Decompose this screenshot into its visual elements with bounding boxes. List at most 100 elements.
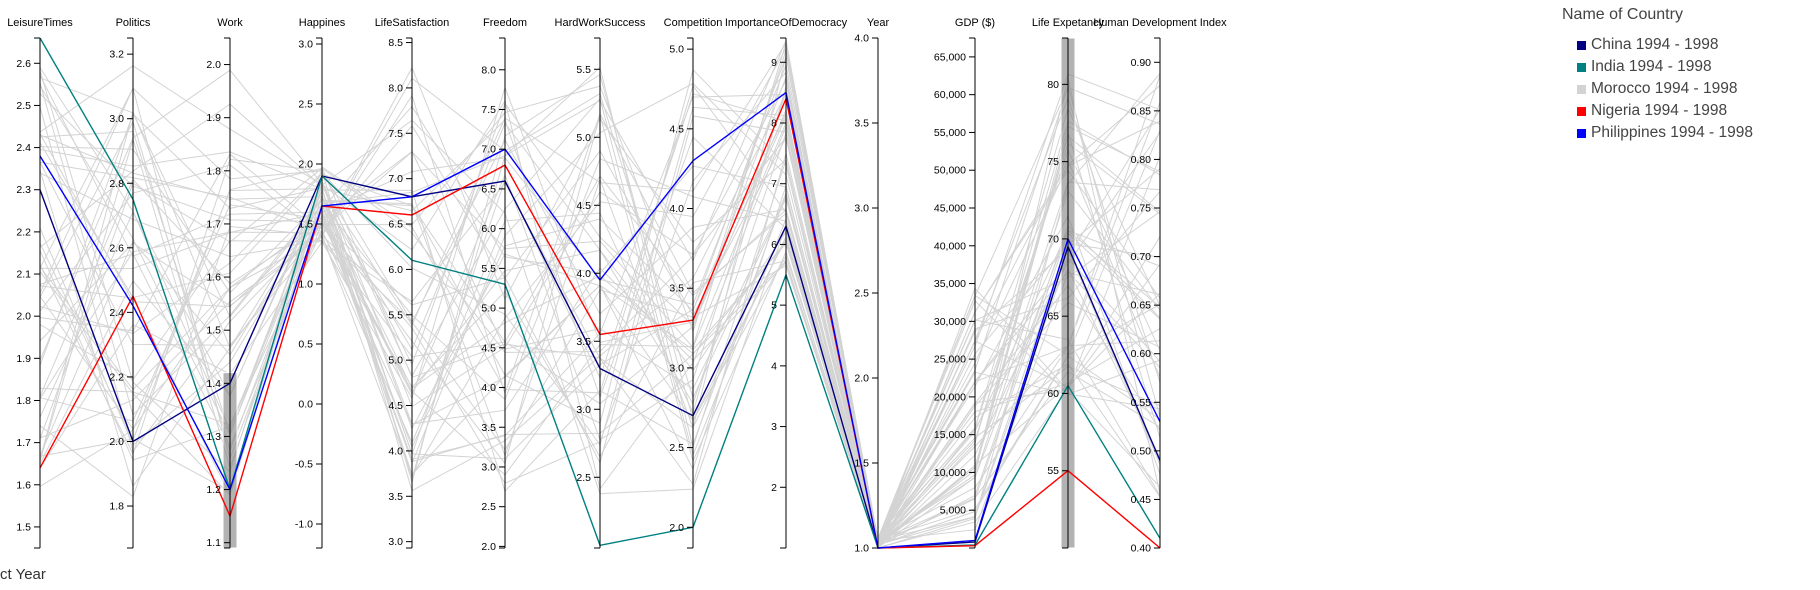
legend-item-morocco[interactable]: Morocco 1994 - 1998 (1577, 78, 1753, 100)
axis: LeisureTimes 1.5 1.6 1.7 1.8 1.9 2.0 2.1 2.2 2.3 2… (7, 17, 73, 549)
axis-title[interactable]: ImportanceOfDemocracy (725, 17, 848, 29)
axis: GDP ($) 5,000 10,000 15,000 20,000 25,000 30,0… (934, 17, 995, 549)
legend-swatch (1577, 84, 1586, 94)
axis-title[interactable]: Freedom (483, 17, 527, 29)
tick-label: 5,000 (940, 505, 966, 517)
select-year-label: ct Year (0, 566, 46, 583)
axis-title[interactable]: Human Development Index (1093, 17, 1227, 29)
tick-label: 0.75 (1131, 203, 1152, 215)
tick-label: 15,000 (934, 429, 966, 441)
legend: Name of Country China 1994 - 1998 India … (1562, 6, 1753, 144)
legend-label: Morocco 1994 - 1998 (1591, 80, 1738, 97)
tick-label: 2.0 (481, 541, 496, 553)
tick-label: 2.5 (669, 442, 684, 454)
tick-label: 4.0 (481, 382, 496, 394)
legend-item-china[interactable]: China 1994 - 1998 (1577, 34, 1753, 56)
axis: HardWorkSuccess 2.5 3.0 3.5 4.0 4.5 5.0 5.5 (555, 17, 646, 549)
legend-item-india[interactable]: India 1994 - 1998 (1577, 56, 1753, 78)
tick-label: 7.0 (481, 144, 496, 156)
tick-label: 2.6 (16, 58, 31, 70)
tick-label: 4.0 (576, 268, 591, 280)
tick-label: 3.5 (481, 422, 496, 434)
axis-title[interactable]: LeisureTimes (7, 17, 73, 29)
axis: Happines -1.0 -0.5 0.0 0.5 1.0 1.5 2.0 2.5 3.0 (295, 17, 346, 549)
axis-title[interactable]: Happines (299, 17, 346, 29)
tick-label: 1.0 (298, 279, 313, 291)
tick-label: 1.8 (109, 501, 124, 513)
tick-label: 20,000 (934, 391, 966, 403)
axis-title[interactable]: HardWorkSuccess (555, 17, 646, 29)
tick-label: 0.50 (1131, 445, 1152, 457)
axis-title[interactable]: Year (867, 17, 890, 29)
tick-label: 2.0 (298, 159, 313, 171)
tick-label: 4.0 (854, 33, 869, 45)
legend-item-philippines[interactable]: Philippines 1994 - 1998 (1577, 122, 1753, 144)
tick-label: 3 (771, 421, 777, 433)
tick-label: 0.85 (1131, 105, 1152, 117)
axis-title[interactable]: GDP ($) (955, 17, 995, 29)
axis-title[interactable]: Life Expetancy (1032, 17, 1105, 29)
legend-swatch (1577, 106, 1586, 116)
tick-label: 6.5 (481, 183, 496, 195)
tick-label: 2.5 (298, 99, 313, 111)
tick-label: 0.5 (298, 339, 313, 351)
tick-label: 1.6 (16, 479, 31, 491)
axis: ImportanceOfDemocracy 2 3 4 5 6 7 8 9 (725, 17, 848, 549)
tick-label: 8.5 (388, 37, 403, 49)
tick-label: 65 (1047, 311, 1059, 323)
tick-label: 60,000 (934, 89, 966, 101)
tick-label: 5.5 (388, 309, 403, 321)
tick-label: 7 (771, 178, 777, 190)
tick-label: 3.0 (298, 39, 313, 51)
tick-label: 60 (1047, 388, 1059, 400)
tick-label: 3.0 (669, 362, 684, 374)
tick-label: 40,000 (934, 240, 966, 252)
tick-label: 55 (1047, 465, 1059, 477)
tick-label: 0.40 (1131, 543, 1152, 555)
axis: Year 1.0 1.5 2.0 2.5 3.0 3.5 4.0 (854, 17, 889, 555)
axis: Politics 1.8 2.0 2.2 2.4 2.6 2.8 3.0 3.2 (109, 17, 151, 549)
tick-label: -1.0 (295, 519, 313, 531)
legend-item-nigeria[interactable]: Nigeria 1994 - 1998 (1577, 100, 1753, 122)
legend-title: Name of Country (1562, 6, 1683, 23)
tick-label: 4.0 (669, 203, 684, 215)
tick-label: 0.60 (1131, 348, 1152, 360)
axis: Competition 2.0 2.5 3.0 3.5 4.0 4.5 5.0 (664, 17, 723, 549)
axis-title[interactable]: Politics (116, 17, 151, 29)
tick-label: 0.70 (1131, 251, 1152, 263)
tick-label: 80 (1047, 79, 1059, 91)
axis-title[interactable]: Competition (664, 17, 723, 29)
tick-label: 4 (771, 360, 777, 372)
tick-label: 2.0 (109, 436, 124, 448)
tick-label: 2.5 (576, 472, 591, 484)
tick-label: 2.4 (109, 307, 124, 319)
tick-label: 3.0 (481, 461, 496, 473)
tick-label: 1.7 (206, 218, 221, 230)
tick-label: 6.5 (388, 219, 403, 231)
tick-label: 2.4 (16, 142, 31, 154)
tick-label: 0.65 (1131, 300, 1152, 312)
tick-label: 70 (1047, 233, 1059, 245)
axis-title[interactable]: Work (217, 17, 243, 29)
legend-label: Philippines 1994 - 1998 (1591, 124, 1754, 141)
tick-label: 1.8 (16, 395, 31, 407)
tick-label: 2.0 (854, 373, 869, 385)
tick-label: 3.2 (109, 49, 124, 61)
tick-label: 2.2 (16, 226, 31, 238)
tick-label: 5.0 (481, 303, 496, 315)
tick-label: 2.5 (16, 100, 31, 112)
axis-title[interactable]: LifeSatisfaction (375, 17, 450, 29)
tick-label: 1.4 (206, 378, 221, 390)
tick-label: 3.5 (576, 336, 591, 348)
tick-label: 3.5 (388, 491, 403, 503)
tick-label: 75 (1047, 156, 1059, 168)
tick-label: 25,000 (934, 354, 966, 366)
tick-label: 4.0 (388, 445, 403, 457)
axis: Life Expetancy 55 60 65 70 75 80 (1032, 17, 1105, 549)
tick-label: 3.0 (388, 536, 403, 548)
tick-label: 1.0 (854, 543, 869, 555)
tick-label: 5.0 (388, 355, 403, 367)
tick-label: 6 (771, 239, 777, 251)
tick-label: 2.0 (669, 522, 684, 534)
tick-label: 5.5 (576, 64, 591, 76)
